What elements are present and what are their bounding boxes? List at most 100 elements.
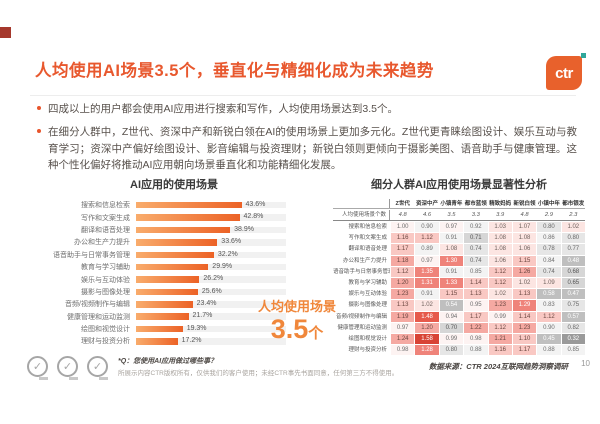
heatmap-cell: 0.75: [561, 300, 585, 311]
heatmap-corner-cell: [333, 199, 390, 208]
heatmap-cell: 0.95: [464, 300, 488, 311]
heatmap-cell: 0.99: [488, 311, 512, 322]
heatmap-cell: 0.32: [561, 333, 585, 345]
bar-track: 33.6%: [136, 238, 286, 246]
bar-value-label: 26.2%: [203, 275, 224, 283]
heatmap-cell: 0.74: [537, 266, 561, 277]
heatmap-cell: 0.57: [561, 311, 585, 322]
heatmap-row: 摄影与图像处理 1.13 1.02 0.54 0.95 1.23 1.29 0.83 0.75: [333, 300, 585, 311]
heatmap-cell: 1.17: [512, 345, 537, 356]
bar-fill: [136, 301, 193, 308]
copyright-note: 所展示内容CTR版权所有，仅供我们的客户使用；未经CTR事先书面同意，任何第三方…: [118, 370, 399, 377]
bar-chart: AI应用的使用场景 搜索和信息检索 43.6% 写作和文案生成 42.8% 翻译和语音处…: [30, 176, 318, 348]
heatmap-row-label: 绘图和视觉设计: [348, 335, 387, 342]
heatmap-row-label: 写作和文案生成: [348, 235, 387, 242]
bar-category-label: 办公和生产力提升: [74, 239, 130, 247]
heatmap-cell: 0.80: [537, 222, 561, 233]
heatmap-cell: 0.65: [561, 277, 585, 289]
bar-category-label: 绘图和视觉设计: [81, 326, 130, 334]
page-number: 10: [581, 359, 590, 368]
heatmap-cell: 1.15: [512, 255, 537, 266]
heatmap-cell: 1.23: [391, 289, 415, 300]
heatmap-cell: 0.74: [464, 255, 488, 266]
certification-badge-icon: ✓: [57, 356, 78, 380]
certification-badge-icon: ✓: [87, 356, 108, 380]
heatmap-cell: 1.12: [391, 266, 415, 277]
bar-row: 教育与学习辅助 29.9%: [30, 261, 318, 273]
heatmap-cell: 0.90: [415, 222, 439, 233]
heatmap-row: 搜索和信息检索 1.00 0.90 0.97 0.92 1.03 1.07 0.80 1.02: [333, 222, 585, 233]
heatmap-average-value: 4.8: [520, 212, 529, 218]
bar-row: 理财与投资分析 17.2%: [30, 335, 318, 347]
heatmap-row-label: 健康管理和运动监测: [337, 324, 387, 331]
heatmap-cell: 0.48: [561, 255, 585, 266]
heatmap-cell: 1.22: [464, 322, 488, 333]
bar-row: 翻译和语音处理 38.9%: [30, 224, 318, 236]
heatmap-cell: 1.08: [488, 244, 512, 255]
heatmap-cell: 0.83: [537, 300, 561, 311]
heatmap-table: Z世代 资深中产 小镇青年 都市蓝领 精致妈妈 新锐白领 小镇中年 都市银发 人均使用场景个数 4…: [333, 199, 585, 356]
heatmap-cell: 0.80: [439, 345, 464, 356]
heatmap-row: 教育与学习辅助 1.20 1.31 1.33 1.14 1.12 1.02 1.09 0.65: [333, 277, 585, 289]
bar-fill: [136, 338, 178, 345]
bar-row: 绘图和视觉设计 19.3%: [30, 323, 318, 335]
bullet-text: 四成以上的用户都会使用AI应用进行搜索和写作，人均使用场景达到3.5个。: [48, 103, 399, 115]
heatmap-cell: 1.06: [488, 255, 512, 266]
heatmap-cell: 1.33: [439, 277, 464, 289]
heatmap-row: 翻译和语音处理 1.17 0.89 1.08 0.74 1.08 1.06 0.78 0.77: [333, 244, 585, 255]
heatmap-title: 细分人群AI应用使用场景显著性分析: [371, 179, 547, 191]
annotation-value: 3.5个: [249, 315, 345, 343]
bar-fill: [136, 263, 209, 271]
heatmap-cell: 1.58: [415, 333, 439, 345]
heatmap-cell: 0.97: [439, 222, 464, 233]
heatmap-cell: 0.85: [464, 266, 488, 277]
heatmap-row: 语音助手与日常事务管理 1.12 1.35 0.91 0.85 1.12 1.26 0.74 0…: [333, 266, 585, 277]
heatmap-row-label: 办公和生产力提升: [342, 257, 387, 264]
heatmap-cell: 1.16: [488, 345, 512, 356]
heatmap-average-value: 4.6: [423, 212, 432, 218]
heatmap-column-header: 精致妈妈: [489, 201, 512, 207]
heatmap-row-label: 娱乐与互动体验: [348, 291, 387, 298]
bar-value-label: 42.8%: [243, 213, 264, 221]
heatmap-cell: 1.13: [464, 289, 488, 300]
bar-category-label: 写作和文案生成: [81, 214, 130, 222]
heatmap-cell: 1.12: [415, 233, 439, 244]
heatmap-cell: 0.85: [561, 345, 585, 356]
heatmap-row: 办公和生产力提升 1.18 0.97 1.30 0.74 1.06 1.15 0.84 0.48: [333, 255, 585, 266]
heatmap-chart: 细分人群AI应用使用场景显著性分析 Z世代 资深中产 小镇青年 都市蓝领 精致妈妈 新锐白…: [333, 176, 585, 356]
bullet-icon: [37, 129, 41, 134]
bar-value-label: 43.6%: [245, 200, 266, 208]
ctr-logo-green-dot-icon: [581, 53, 586, 58]
bar-fill: [136, 226, 231, 234]
heatmap-cell: 1.08: [488, 233, 512, 244]
heatmap-cell: 1.06: [512, 244, 537, 255]
heatmap-cell: 1.08: [512, 233, 537, 244]
heatmap-row-label: 音频/视频制作与编辑: [335, 313, 387, 320]
bar-value-label: 38.9%: [234, 225, 254, 233]
bar-value-label: 33.6%: [221, 238, 242, 246]
bar-fill: [136, 325, 183, 333]
bar-fill: [136, 239, 218, 246]
heatmap-cell: 0.94: [439, 311, 464, 322]
bullet-icon: [37, 106, 41, 110]
bar-fill: [136, 201, 242, 209]
heatmap-cell: 0.90: [537, 322, 561, 333]
bar-track: 23.4%: [136, 300, 286, 308]
heatmap-cell: 1.30: [439, 255, 464, 266]
corner-accent-square: [0, 27, 11, 38]
heatmap-row-label: 语音助手与日常事务管理: [333, 268, 390, 275]
bar-category-label: 摄影与图像处理: [81, 288, 130, 296]
bar-row: 办公和生产力提升 33.6%: [30, 236, 318, 248]
bar-category-label: 健康管理和运动监测: [67, 313, 130, 321]
bullet-item: 在细分人群中，Z世代、资深中产和新锐白领在AI的使用场景上更加多元化。Z世代更青…: [37, 124, 577, 173]
bar-track: 42.8%: [136, 213, 286, 221]
heatmap-cell: 0.88: [537, 345, 561, 356]
heatmap-row-label: 理财与投资分析: [348, 347, 387, 354]
title-divider: [30, 95, 576, 96]
heatmap-cell: 1.12: [488, 322, 512, 333]
bullet-item: 四成以上的用户都会使用AI应用进行搜索和写作，人均使用场景达到3.5个。: [37, 101, 577, 117]
bar-row: 写作和文案生成 42.8%: [30, 211, 318, 223]
heatmap-cell: 0.78: [537, 244, 561, 255]
heatmap-cell: 0.84: [537, 255, 561, 266]
